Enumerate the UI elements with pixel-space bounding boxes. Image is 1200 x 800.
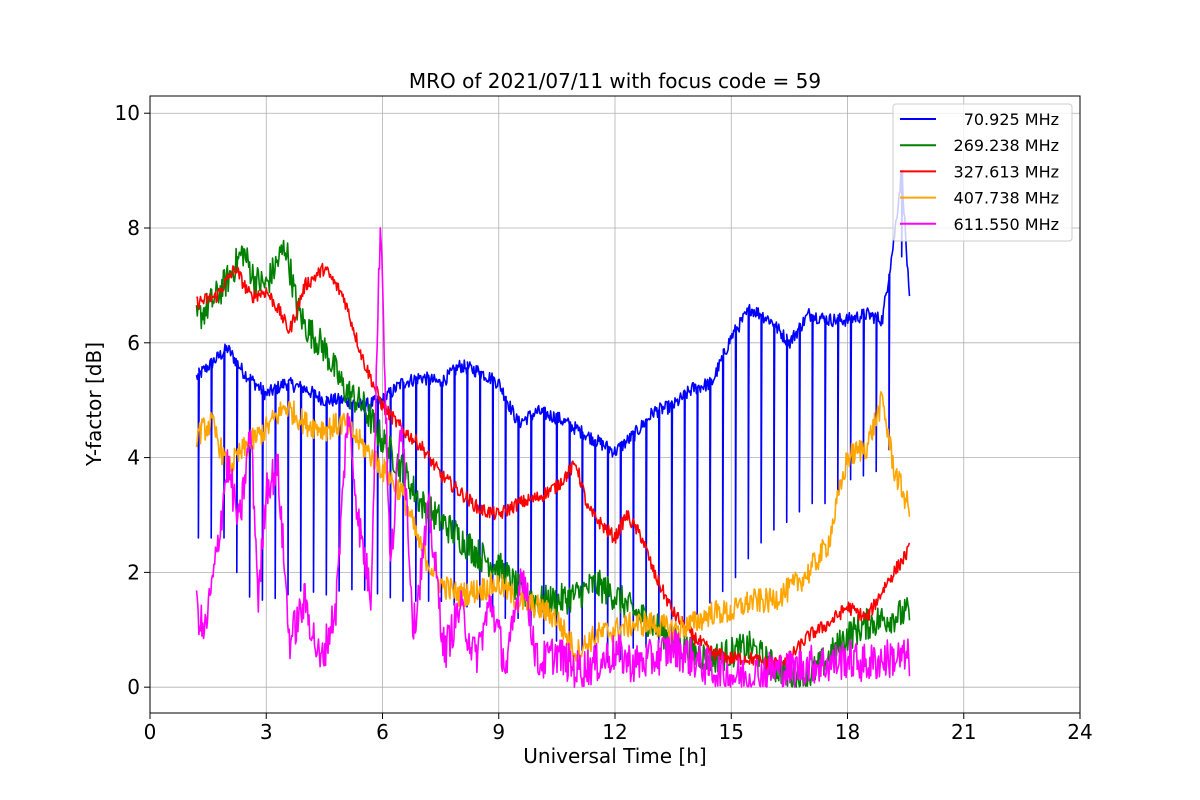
series-line	[195, 169, 911, 663]
y-tick-label: 6	[127, 331, 140, 355]
y-axis-label: Y-factor [dB]	[82, 342, 106, 467]
legend-label: 407.738 MHz	[954, 189, 1059, 208]
y-tick-label: 2	[127, 560, 140, 584]
y-tick-label: 4	[127, 446, 140, 470]
legend-label: 327.613 MHz	[954, 162, 1059, 181]
x-tick-label: 9	[492, 720, 505, 744]
x-tick-label: 18	[835, 720, 860, 744]
x-tick-label: 12	[602, 720, 627, 744]
x-tick-label: 0	[144, 720, 157, 744]
legend-label: 611.550 MHz	[954, 215, 1059, 234]
legend-label: 269.238 MHz	[954, 136, 1059, 155]
x-tick-label: 15	[719, 720, 744, 744]
series-line	[195, 227, 911, 688]
x-tick-label: 6	[376, 720, 389, 744]
legend: 70.925 MHz 269.238 MHz 327.613 MHz 407.738 …	[892, 103, 1073, 242]
y-tick-label: 0	[127, 675, 140, 699]
x-tick-label: 21	[951, 720, 976, 744]
x-axis-label: Universal Time [h]	[523, 744, 706, 768]
chart-title: MRO of 2021/07/11 with focus code = 59	[409, 69, 821, 93]
legend-box	[892, 103, 1073, 242]
series-line	[195, 391, 911, 664]
y-tick-label: 8	[127, 216, 140, 240]
y-tick-label: 10	[115, 101, 140, 125]
legend-label: 70.925 MHz	[964, 110, 1059, 129]
plot-area	[195, 169, 911, 688]
x-tick-label: 3	[260, 720, 273, 744]
x-tick-label: 24	[1067, 720, 1092, 744]
